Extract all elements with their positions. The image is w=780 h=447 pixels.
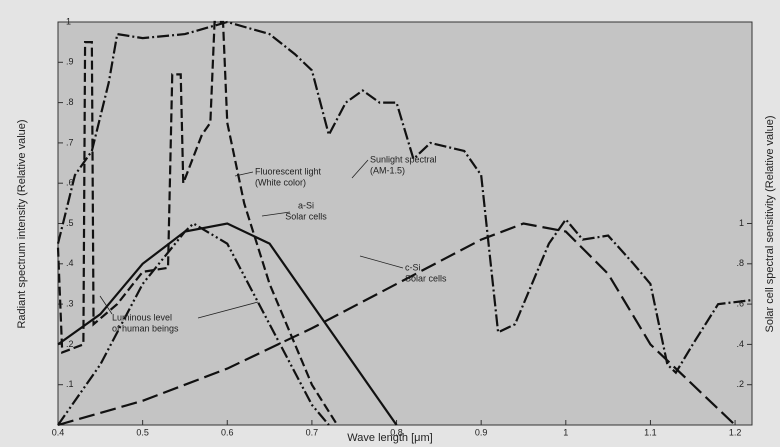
annotation: Solar cells [405, 273, 447, 283]
y-tick-label: .4 [66, 258, 74, 268]
y2-axis-label: Solar cell spectral sensitivity (Relativ… [764, 115, 776, 332]
x-tick-label: 0.8 [390, 427, 403, 437]
series-line [56, 20, 339, 426]
annotation: Solar cells [285, 211, 327, 221]
plot-area [57, 21, 753, 426]
y2-tick-label: 1 [739, 218, 744, 228]
leader-line [234, 171, 254, 177]
x-tick-label: 1 [563, 427, 568, 437]
leader-line [197, 301, 259, 319]
annotation: of human beings [112, 323, 179, 333]
annotation: c-Si [405, 262, 421, 272]
y-tick-label: .8 [66, 97, 74, 107]
annotation: Luminous level [112, 312, 172, 322]
y2-tick-label: .2 [736, 379, 744, 389]
x-tick-label: 0.5 [136, 427, 149, 437]
series-line [56, 20, 753, 375]
x-tick-label: 0.6 [221, 427, 234, 437]
x-tick-label: 1.1 [644, 427, 657, 437]
y2-tick-label: .8 [736, 258, 744, 268]
annotation: (White color) [255, 177, 306, 187]
leader-line [99, 295, 113, 315]
leader-line [359, 255, 404, 269]
annotation: Sunlight spectral [370, 154, 437, 164]
x-tick-label: 0.9 [475, 427, 488, 437]
x-tick-label: 1.2 [729, 427, 742, 437]
y-tick-label: .1 [66, 379, 74, 389]
annotation: Fluorescent light [255, 166, 322, 176]
series-line [57, 222, 736, 427]
x-tick-label: 0.7 [306, 427, 319, 437]
annotation: a-Si [298, 200, 314, 210]
y2-tick-label: .4 [736, 339, 744, 349]
y-tick-label: 1 [66, 16, 71, 26]
y-tick-label: .3 [66, 298, 74, 308]
x-axis-label: Wave length [μm] [347, 432, 432, 444]
annotation: (AM-1.5) [370, 165, 405, 175]
leader-line [351, 159, 369, 179]
series-line [57, 222, 330, 426]
y2-tick-label: .6 [736, 298, 744, 308]
y-tick-label: .9 [66, 57, 74, 67]
y-tick-label: .7 [66, 137, 74, 147]
y-tick-label: .6 [66, 178, 74, 188]
x-tick-label: 0.4 [52, 427, 65, 437]
y-axis-label: Radiant spectrum intensity (Relative val… [16, 119, 28, 328]
leader-line [261, 211, 291, 217]
y-tick-label: .2 [66, 339, 74, 349]
series-line [57, 222, 398, 426]
y-tick-label: .5 [66, 218, 74, 228]
